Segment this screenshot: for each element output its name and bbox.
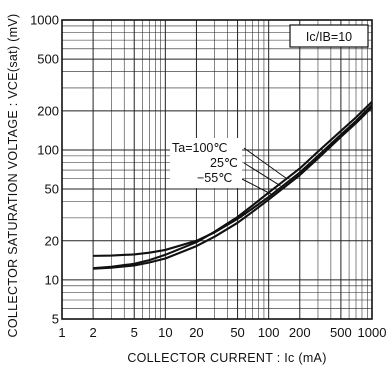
y-tick-label: 500 [37,52,59,67]
series-line-2 [93,104,373,257]
annotation-minus-55: −55℃ [197,171,232,185]
leader-line [243,162,281,187]
y-tick-label: 200 [37,103,59,118]
y-tick-label: 10 [45,272,59,287]
x-tick-label: 2 [89,325,96,340]
y-tick-label: 20 [45,233,59,248]
x-tick-labels: 1 2 5 10 20 50 100 200 500 1000 [58,325,386,340]
plot-frame [61,19,373,320]
x-tick-label: 500 [330,325,352,340]
annotation-25: 25℃ [210,156,238,170]
series-annotations: Ta=100℃ 25℃ −55℃ [170,138,242,188]
leader-lines [239,147,288,196]
x-tick-label: 20 [189,325,203,340]
y-tick-label: 1000 [30,13,59,28]
x-tick-label: 1 [58,325,65,340]
series-layer [93,100,373,270]
x-tick-label: 50 [230,325,244,340]
x-tick-label: 100 [258,325,280,340]
condition-box: Ic/IB=10 [289,24,369,48]
leader-line [239,177,274,196]
condition-label: Ic/IB=10 [306,30,352,44]
y-tick-labels: 5 10 20 50 100 200 500 1000 [30,13,59,327]
y-tick-label: 100 [37,142,59,157]
x-tick-label: 1000 [358,325,386,340]
x-tick-label: 200 [289,325,311,340]
x-tick-label: 10 [158,325,172,340]
series-line-1 [93,106,373,270]
y-tick-label: 5 [52,312,59,327]
x-tick-label: 5 [131,325,138,340]
y-tick-label: 50 [45,182,59,197]
x-axis-label: COLLECTOR CURRENT : Ic (mA) [127,351,326,365]
annotation-ta-100: Ta=100℃ [172,141,227,155]
leader-line [243,147,288,180]
series-line-0 [93,100,373,270]
y-axis-label: COLLECTOR SATURATION VOLTAGE : VCE(sat) … [6,14,20,338]
